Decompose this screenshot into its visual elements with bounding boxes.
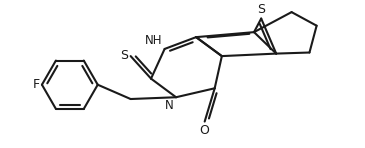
Text: S: S (257, 3, 265, 16)
Text: S: S (120, 49, 128, 62)
Text: O: O (200, 124, 210, 137)
Text: N: N (165, 99, 173, 112)
Text: F: F (33, 78, 40, 91)
Text: NH: NH (145, 34, 163, 47)
